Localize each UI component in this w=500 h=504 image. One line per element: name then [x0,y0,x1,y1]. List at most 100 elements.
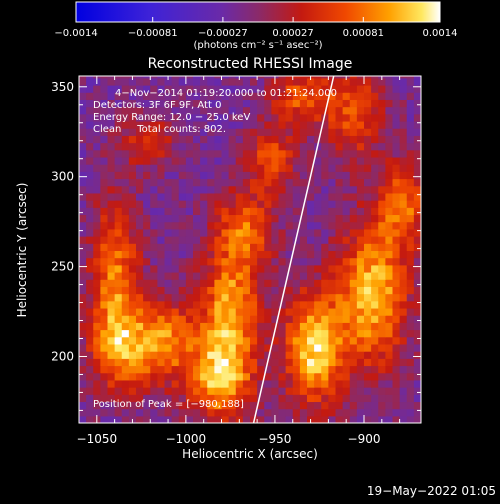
heatmap-cell [271,84,280,93]
heatmap-cell [392,336,401,345]
heatmap-cell [107,214,116,223]
heatmap-cell [399,164,408,172]
heatmap-cell [150,99,158,108]
heatmap-cell [257,135,265,144]
heatmap-cell [86,92,94,100]
heatmap-cell [356,250,365,259]
heatmap-cell [200,293,208,302]
heatmap-cells [79,76,421,423]
heatmap-cell [221,379,230,388]
heatmap-cell [200,264,208,273]
heatmap-cell [413,300,421,309]
heatmap-cell [335,192,344,201]
heatmap-cell [128,228,137,237]
heatmap-cell [406,300,415,309]
heatmap-cell [143,171,151,180]
heatmap-cell [285,408,294,417]
heatmap-cell [150,113,158,122]
heatmap-cell [406,336,415,345]
heatmap-cell [128,207,137,216]
heatmap-cell [79,120,87,129]
heatmap-cell [292,243,301,251]
heatmap-cell [207,135,215,144]
heatmap-cell [193,250,201,259]
heatmap-cell [79,84,87,93]
heatmap-cell [342,135,351,144]
heatmap-cell [413,135,421,144]
heatmap-cell [399,106,408,115]
heatmap-cell [321,207,329,216]
heatmap-cell [364,156,372,165]
heatmap-cell [79,408,87,417]
heatmap-cell [171,315,180,323]
heatmap-cell [406,185,415,194]
heatmap-cell [107,120,116,129]
heatmap-cell [378,178,386,187]
heatmap-cell [307,228,315,237]
heatmap-cell [221,307,230,316]
heatmap-cell [214,271,223,280]
heatmap-cell [200,200,208,208]
heatmap-cell [86,120,94,129]
heatmap-cell [321,77,329,86]
heatmap-cell [143,84,151,93]
heatmap-cell [399,250,408,259]
heatmap-cell [285,192,294,201]
heatmap-cell [214,307,223,316]
heatmap-cell [178,343,187,352]
heatmap-cell [150,236,158,244]
heatmap-cell [271,329,280,338]
heatmap-cell [406,408,415,417]
heatmap-cell [150,271,158,280]
heatmap-cell [214,142,223,151]
heatmap-cell [193,99,201,108]
heatmap-cell [292,149,301,158]
heatmap-cell [364,264,372,273]
heatmap-cell [314,113,322,122]
heatmap-cell [371,322,379,331]
heatmap-cell [364,365,372,374]
heatmap-cell [100,99,109,108]
heatmap-cell [399,415,408,423]
heatmap-cell [207,271,215,280]
heatmap-cell [349,243,358,251]
heatmap-cell [321,99,329,108]
heatmap-cell [399,300,408,309]
heatmap-cell [200,120,208,129]
heatmap-cell [278,156,287,165]
heatmap-cell [157,257,166,266]
heatmap-cell [257,315,265,323]
heatmap-cell [307,192,315,201]
heatmap-cell [157,228,166,237]
heatmap-cell [392,99,401,108]
heatmap-cell [157,379,166,388]
heatmap-cell [385,358,394,367]
heatmap-cell [100,207,109,216]
heatmap-cell [150,84,158,93]
heatmap-cell [299,343,308,352]
heatmap-cell [157,200,166,208]
heatmap-cell [385,415,394,423]
heatmap-cell [86,243,94,251]
heatmap-cell [221,250,230,259]
heatmap-cell [342,142,351,151]
heatmap-cell [264,200,272,208]
heatmap-cell [178,120,187,129]
heatmap-cell [406,322,415,331]
heatmap-cell [257,415,265,423]
heatmap-cell [178,192,187,201]
heatmap-cell [321,149,329,158]
heatmap-cell [285,243,294,251]
heatmap-cell [178,84,187,93]
heatmap-cell [185,257,194,266]
heatmap-cell [128,279,137,287]
heatmap-cell [250,185,258,194]
heatmap-cell [271,343,280,352]
heatmap-cell [385,286,394,295]
heatmap-cell [128,394,137,403]
heatmap-cell [406,156,415,165]
heatmap-cell [121,408,130,417]
heatmap-cell [399,401,408,410]
heatmap-cell [335,76,344,79]
heatmap-cell [164,250,173,259]
